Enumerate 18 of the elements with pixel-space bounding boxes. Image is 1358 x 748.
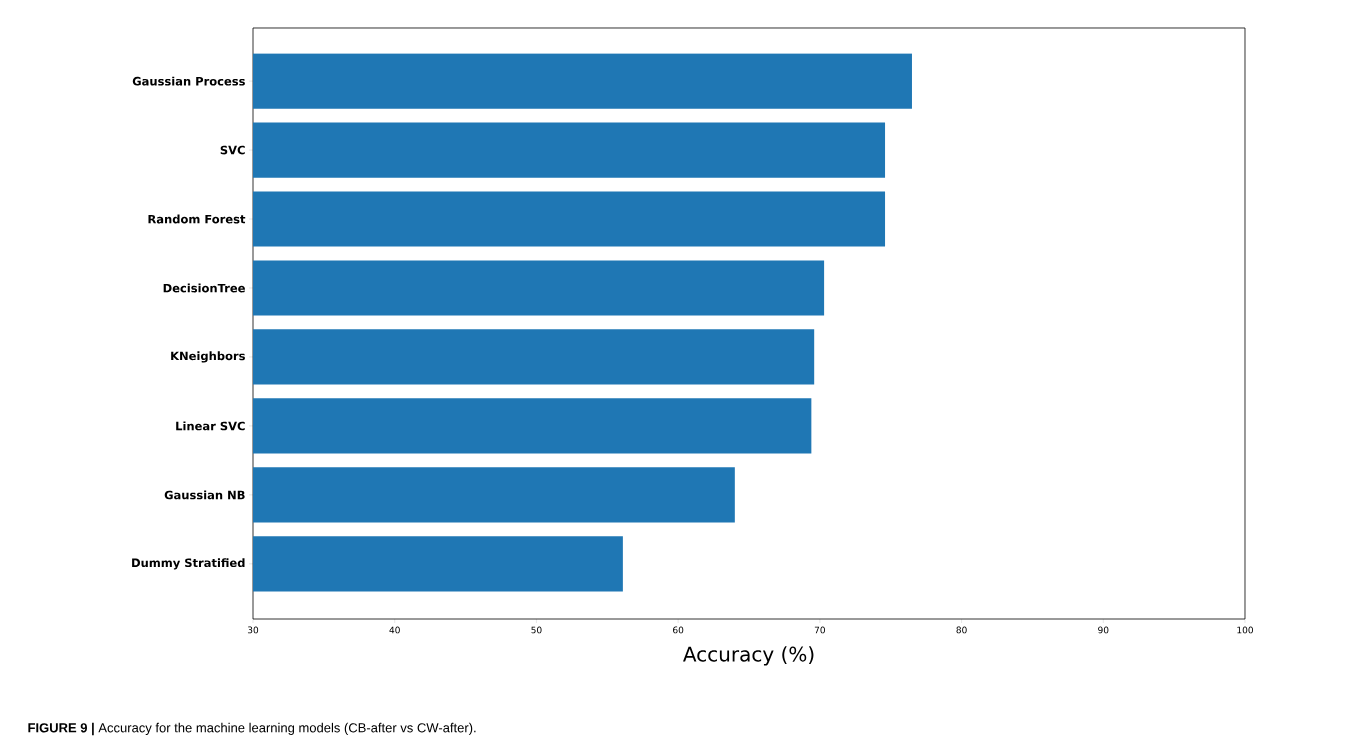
x-tick-label: 60 (673, 626, 684, 634)
x-tick-label: 50 (531, 626, 542, 634)
x-tick-label: 100 (1237, 626, 1253, 634)
y-tick-label: Gaussian Process (132, 76, 245, 86)
x-tick-label: 30 (247, 626, 259, 634)
y-tick-label: SVC (220, 145, 245, 155)
y-tick-label: Linear SVC (176, 421, 245, 431)
y-tick-label: Dummy Stratified (132, 558, 245, 570)
y-tick-label: Gaussian NB (164, 490, 245, 500)
x-tick-label: 70 (814, 626, 825, 634)
x-tick-label: 80 (956, 626, 967, 634)
y-tick-label: KNeighbors (171, 351, 245, 363)
x-tick-label: 40 (389, 626, 400, 634)
y-tick-label: Random Forest (148, 214, 246, 224)
x-tick-label: 90 (1098, 626, 1109, 634)
x-axis-title: Accuracy (%) (683, 646, 814, 666)
y-tick-label: DecisionTree (163, 283, 245, 293)
text: FIGURE 9 | Accuracy for the machine learning models (CB-after vs CW-after). (28, 722, 476, 736)
